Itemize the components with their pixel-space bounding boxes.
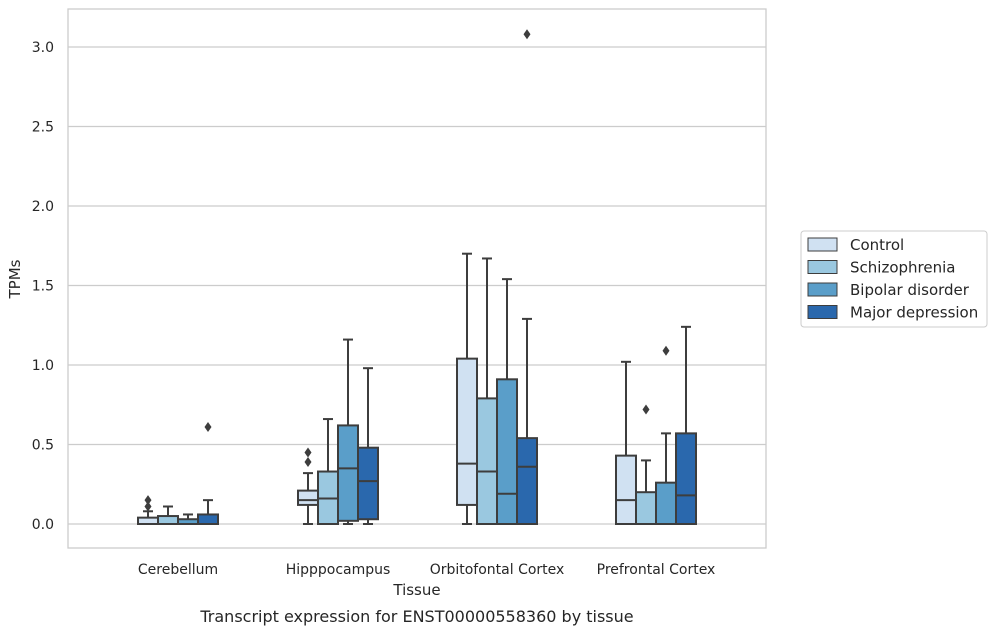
plot-frame — [67, 8, 767, 549]
box-schizophrenia — [476, 257, 498, 526]
y-tick-label: 1.0 — [32, 358, 54, 374]
y-tick-label: 2.5 — [32, 120, 54, 136]
box-iqr — [456, 357, 478, 506]
legend-label: Bipolar disorder — [850, 281, 970, 299]
legend-swatch — [807, 282, 838, 297]
box-major-depression — [675, 325, 697, 525]
y-tick-label: 0.0 — [32, 517, 54, 533]
legend-swatch — [807, 237, 838, 252]
y-tick-labels: 0.0 0.5 1.0 1.5 2.0 2.5 3.0 — [32, 40, 54, 533]
box-control — [137, 495, 159, 526]
box-iqr — [357, 446, 379, 521]
x-tick-label: Cerebellum — [138, 562, 218, 578]
box-iqr — [337, 424, 359, 522]
legend-frame — [800, 230, 988, 328]
legend-label: Control — [850, 236, 904, 254]
legend-swatch — [807, 305, 838, 319]
box-iqr — [496, 378, 518, 525]
box-schizophrenia — [157, 505, 179, 525]
box-bipolar-disorder — [177, 513, 199, 525]
legend-swatch — [807, 260, 838, 274]
box-iqr — [655, 481, 677, 526]
y-tick-label: 3.0 — [32, 40, 54, 56]
boxes-layer — [137, 29, 697, 526]
outlier-marker — [662, 345, 670, 356]
y-tick-label: 2.0 — [32, 199, 54, 215]
y-tick-label: 0.5 — [32, 438, 54, 454]
box-bipolar-disorder — [655, 345, 677, 526]
box-control — [615, 360, 637, 526]
box-control — [297, 447, 319, 525]
box-major-depression — [197, 422, 219, 526]
outlier-marker — [144, 495, 152, 506]
outlier-marker — [144, 501, 152, 512]
box-iqr — [516, 437, 538, 526]
legend: Control Schizophrenia Bipolar disorder Majo… — [800, 230, 988, 328]
x-tick-label: Orbitofontal Cortex — [430, 562, 565, 578]
box-iqr — [297, 489, 319, 506]
x-tick-label: Prefrontal Cortex — [597, 562, 716, 578]
y-axis-label: TPMs — [6, 259, 24, 299]
chart-caption: Transcript expression for ENST0000055836… — [199, 607, 633, 626]
legend-label: Major depression — [850, 304, 978, 322]
y-tick-label: 1.5 — [32, 279, 54, 295]
outlier-marker — [523, 29, 531, 40]
outlier-marker — [204, 422, 212, 433]
box-iqr — [635, 491, 657, 526]
x-tick-labels: Cerebellum Hipppocampus Orbitofontal Corte… — [138, 562, 715, 578]
box-major-depression — [516, 29, 538, 526]
box-iqr — [476, 397, 498, 526]
box-bipolar-disorder — [496, 278, 518, 525]
box-major-depression — [357, 367, 379, 525]
grid-lines — [68, 46, 766, 525]
x-tick-label: Hipppocampus — [286, 562, 391, 578]
box-iqr — [197, 513, 219, 526]
outlier-marker — [304, 447, 312, 458]
outlier-marker — [304, 456, 312, 467]
box-schizophrenia — [317, 418, 339, 525]
x-axis-label: Tissue — [392, 581, 440, 599]
box-iqr — [157, 515, 179, 525]
box-iqr — [615, 454, 637, 526]
box-iqr — [675, 432, 697, 525]
box-schizophrenia — [635, 404, 657, 526]
outlier-marker — [642, 404, 650, 415]
box-bipolar-disorder — [337, 338, 359, 525]
legend-label: Schizophrenia — [850, 259, 955, 277]
box-control — [456, 252, 478, 525]
